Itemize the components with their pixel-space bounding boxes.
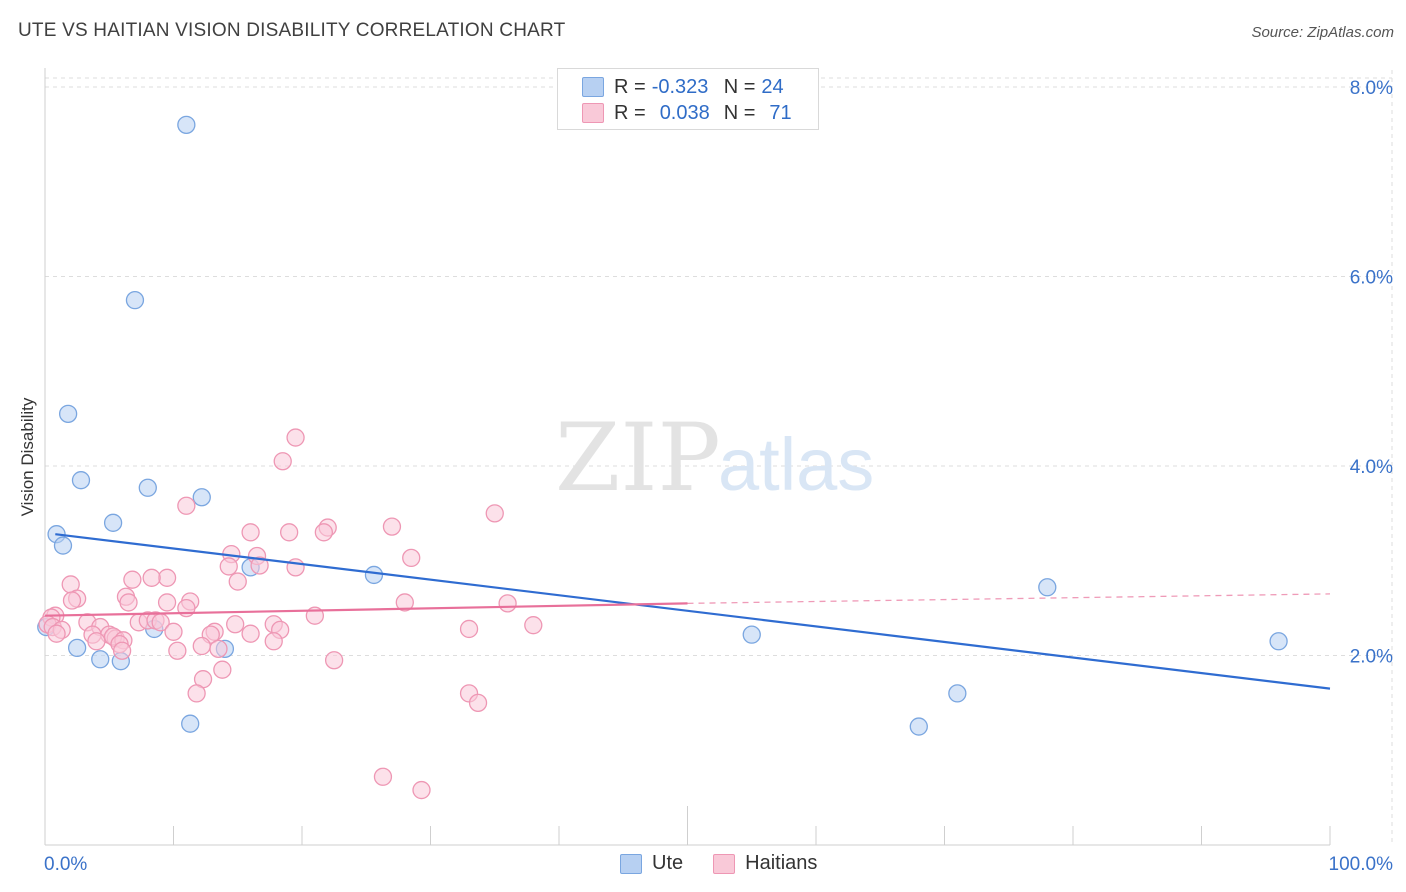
haitian-point xyxy=(382,517,402,536)
haitian-point xyxy=(314,523,333,542)
axis-labels: 2.0% 4.0% 6.0% 8.0% 0.0% 100.0% Vision Disabil… xyxy=(18,78,1393,875)
y-tick-label: 6.0% xyxy=(1350,267,1393,288)
haitian-point xyxy=(164,622,183,641)
haitian-points xyxy=(38,428,543,800)
haitian-point xyxy=(286,428,305,447)
chart-source: Source: ZipAtlas.com xyxy=(1251,24,1394,41)
y-tick-label: 2.0% xyxy=(1350,646,1393,667)
haitian-point xyxy=(241,624,260,643)
haitian-point xyxy=(324,651,344,670)
haitian-point xyxy=(226,615,245,634)
haitian-point xyxy=(524,616,543,635)
haitian-point xyxy=(250,556,269,575)
haitian-point xyxy=(412,780,431,800)
haitian-point xyxy=(177,496,196,515)
ute-point xyxy=(67,638,87,658)
legend-r-value: -0.323 xyxy=(651,75,709,98)
ute-trend-line xyxy=(55,533,1331,690)
ute-point xyxy=(742,625,761,644)
series-legend-haitians: Haitians xyxy=(713,852,817,875)
legend-n-value: 24 xyxy=(761,75,784,98)
haitian-point xyxy=(47,624,66,643)
haitian-point xyxy=(402,548,421,568)
legend-r-value: 0.038 xyxy=(659,101,710,124)
haitian-point xyxy=(459,619,479,639)
haitian-point xyxy=(112,641,132,660)
y-tick-label: 4.0% xyxy=(1350,457,1393,478)
ute-point xyxy=(103,513,123,532)
haitian-point xyxy=(373,767,393,786)
x-tick-label-max: 100.0% xyxy=(1329,854,1394,875)
watermark-atlas: atlas xyxy=(718,423,874,506)
ute-point xyxy=(53,536,73,555)
ute-point xyxy=(192,488,211,507)
haitian-point xyxy=(264,632,283,651)
haitian-point xyxy=(192,636,211,656)
haitian-trend-line xyxy=(44,602,688,617)
haitian-point xyxy=(119,593,138,612)
haitian-point xyxy=(485,504,504,523)
ute-point xyxy=(58,404,78,424)
haitian-point xyxy=(62,591,82,610)
haitian-point xyxy=(286,558,305,577)
series-legend-ute-label: Ute xyxy=(652,852,684,874)
correlation-legend: R = -0.323 N = 24 R = 0.038 N = 71 xyxy=(557,68,819,130)
haitian-point xyxy=(157,568,177,587)
watermark-zip: ZIP xyxy=(555,404,721,513)
watermark: ZIP atlas xyxy=(555,404,874,513)
ute-point xyxy=(125,291,145,310)
haitian-swatch xyxy=(582,103,604,123)
haitian-point xyxy=(142,568,161,587)
ute-swatch xyxy=(582,77,604,97)
series-legend: Ute Haitians xyxy=(620,852,847,875)
haitian-point xyxy=(241,523,260,542)
ute-swatch xyxy=(620,853,642,874)
ute-point xyxy=(948,684,967,703)
ute-point xyxy=(177,115,196,135)
legend-n-value: 71 xyxy=(769,101,792,124)
ute-point xyxy=(364,565,384,585)
haitian-point xyxy=(187,684,206,703)
ute-point xyxy=(1269,632,1288,651)
ute-point xyxy=(138,478,157,497)
ute-point xyxy=(1038,578,1057,597)
legend-n-label: N = xyxy=(723,101,756,124)
legend-r-label: R = xyxy=(614,75,646,98)
x-tick-label-min: 0.0% xyxy=(44,854,87,875)
chart-title: UTE VS HAITIAN VISION DISABILITY CORRELA… xyxy=(18,20,566,41)
haitian-point xyxy=(228,572,247,591)
legend-row-ute: R = -0.323 N = 24 xyxy=(582,74,791,100)
series-legend-ute: Ute xyxy=(620,852,683,875)
trend-lines xyxy=(44,533,1331,690)
y-axis-label: Vision Disability xyxy=(18,397,37,516)
haitian-point xyxy=(123,570,142,589)
legend-row-haitians: R = 0.038 N = 71 xyxy=(582,100,792,126)
haitian-point xyxy=(395,593,414,612)
ute-point xyxy=(181,714,200,733)
ute-point xyxy=(71,471,91,490)
series-legend-haitians-label: Haitians xyxy=(745,852,818,874)
axes xyxy=(44,68,1331,846)
haitian-point xyxy=(279,523,299,542)
haitian-point xyxy=(273,452,292,471)
ute-point xyxy=(909,717,928,736)
legend-n-label: N = xyxy=(723,75,756,98)
ute-point xyxy=(91,650,110,669)
haitian-trend-extension xyxy=(687,593,1331,605)
haitian-point xyxy=(219,557,238,576)
haitian-swatch xyxy=(713,853,736,874)
haitian-point xyxy=(468,693,488,713)
grid-lines xyxy=(45,70,1393,845)
haitian-point xyxy=(87,632,106,651)
haitian-point xyxy=(213,660,232,679)
y-tick-label: 8.0% xyxy=(1350,78,1393,99)
haitian-point xyxy=(209,639,228,659)
haitian-point xyxy=(168,641,187,660)
legend-r-label: R = xyxy=(614,101,646,124)
haitian-point xyxy=(498,594,517,613)
haitian-point xyxy=(157,593,177,612)
